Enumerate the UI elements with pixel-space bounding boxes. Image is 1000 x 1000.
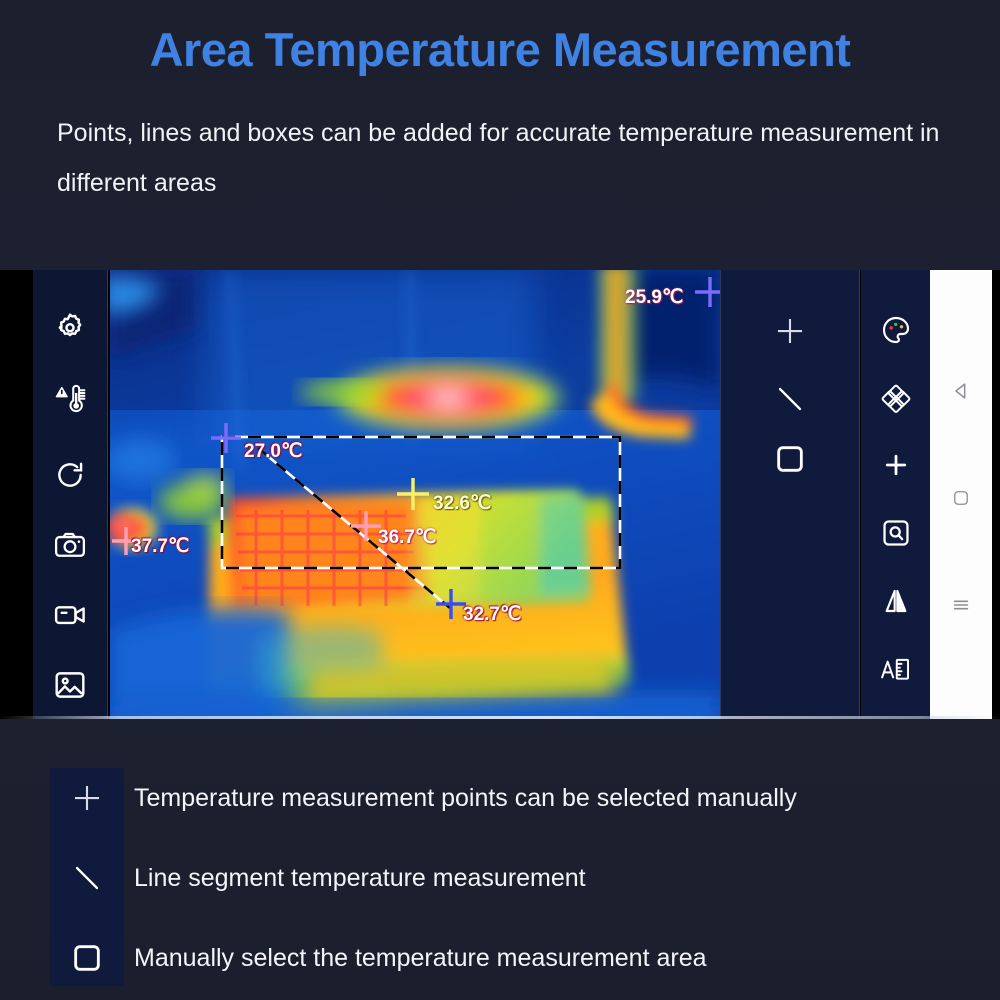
home-square-icon[interactable] (945, 482, 977, 514)
legend-text-point: Temperature measurement points can be se… (134, 783, 797, 812)
mirror-flip-icon[interactable] (873, 578, 919, 624)
device-bezel-left (0, 270, 33, 719)
crosshair-25-9 (695, 277, 720, 307)
right-tool-panel (861, 270, 930, 719)
video-icon[interactable] (50, 595, 90, 635)
thermal-image-view[interactable]: 25.9℃ 27.0℃ 32.6℃ 36.7℃ 37.7℃ 32.7℃ (110, 270, 720, 719)
temp-label-36-7: 36.7℃ (378, 527, 437, 548)
crosshair-point-icon[interactable] (767, 308, 813, 354)
legend-text-area: Manually select the temperature measurem… (134, 943, 707, 972)
temp-label-25-9: 25.9℃ (625, 287, 684, 308)
temp-label-27-0: 27.0℃ (244, 441, 303, 462)
rectangle-area-icon (50, 922, 124, 994)
settings-gear-icon[interactable] (50, 308, 90, 348)
page-subtitle: Points, lines and boxes can be added for… (57, 119, 940, 197)
camera-icon[interactable] (50, 525, 90, 565)
measurement-area-box (220, 435, 622, 570)
legend-row-point: Temperature measurement points can be se… (50, 762, 950, 834)
crosshair-32-7 (436, 589, 466, 619)
android-nav-bar (930, 270, 992, 719)
temp-label-32-6: 32.6℃ (433, 493, 492, 514)
page-title: Area Temperature Measurement (149, 23, 851, 76)
device-screenshot: 25.9℃ 27.0℃ 32.6℃ 36.7℃ 37.7℃ 32.7℃ (0, 270, 1000, 719)
temperature-alarm-icon[interactable] (50, 380, 90, 420)
measurement-line-segment (257, 447, 451, 609)
temp-label-32-7: 32.7℃ (463, 604, 522, 625)
gallery-icon[interactable] (50, 665, 90, 705)
rectangle-area-icon[interactable] (767, 436, 813, 482)
legend-row-area: Manually select the temperature measurem… (50, 922, 950, 994)
magnifier-box-icon[interactable] (873, 510, 919, 556)
crosshair-27-0 (211, 423, 241, 453)
recents-lines-icon[interactable] (945, 589, 977, 621)
text-ruler-icon[interactable] (873, 646, 919, 692)
line-segment-icon[interactable] (767, 376, 813, 422)
crosshair-37-7 (112, 527, 140, 555)
device-bottom-highlight (0, 716, 1000, 719)
legend-text-line: Line segment temperature measurement (134, 863, 586, 892)
line-segment-icon (50, 842, 124, 914)
color-palette-icon[interactable] (873, 307, 919, 353)
crosshair-32-6 (397, 478, 429, 510)
back-triangle-icon[interactable] (945, 375, 977, 407)
legend-row-line: Line segment temperature measurement (50, 842, 950, 914)
left-sidebar (33, 270, 108, 719)
temp-label-37-7: 37.7℃ (131, 536, 190, 557)
measurement-tool-panel (720, 270, 860, 719)
image-fusion-icon[interactable] (873, 375, 919, 421)
refresh-icon[interactable] (50, 455, 90, 495)
thermal-image (110, 270, 720, 719)
crosshair-point-icon (50, 762, 124, 834)
plus-icon[interactable] (873, 442, 919, 488)
crosshair-36-7 (351, 511, 381, 541)
